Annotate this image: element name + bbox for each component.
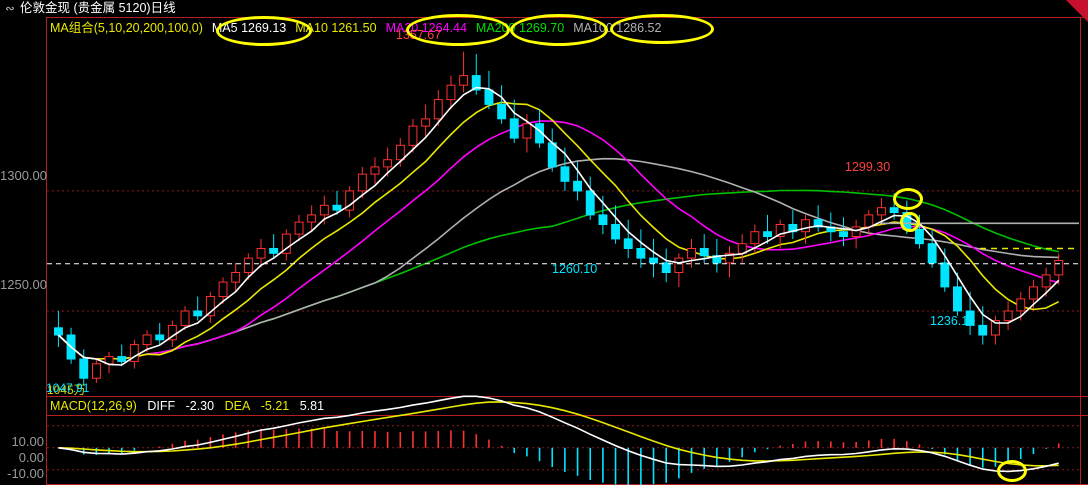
grid-lines: [47, 190, 1079, 312]
macd-histogram-value: 5.81: [299, 399, 325, 413]
macd-axis-label-0: 0.00: [18, 450, 44, 465]
crossover-circle-upper-highlight: [893, 188, 923, 210]
macd-diff-label: DIFF: [147, 399, 176, 413]
macd-diff-line: [58, 395, 1059, 473]
support-annotation: 1260.10: [552, 262, 598, 276]
macd-histogram: [70, 428, 1060, 485]
frame-right-border: [1080, 17, 1081, 485]
price-axis-label-1250: 1250.00: [0, 277, 47, 292]
macd-indicator-name[interactable]: MACD(12,26,9): [50, 399, 137, 413]
corner-marker-triangle: [1066, 0, 1088, 22]
ma-combo-label[interactable]: MA组合(5,10,20,200,100,0): [50, 21, 203, 35]
ma100-circle-highlight: [610, 14, 714, 44]
macd-dea-label: DEA: [224, 399, 251, 413]
volume-annotation-cyan: 1047.91: [46, 381, 90, 395]
macd-axis-label-neg10: -10.00: [7, 466, 44, 481]
window-title-bar: ∾ 伦敦金现 (贵金属 5120)日线: [0, 0, 1088, 17]
recent-high-annotation: 1299.30: [845, 160, 891, 174]
frame-left-border-sub: [46, 396, 47, 485]
candlestick-series: [54, 51, 1064, 386]
macd-dea-line: [58, 401, 1059, 467]
macd-legend: MACD(12,26,9) DIFF -2.30 DEA -5.21 5.81: [50, 399, 331, 414]
ma20-circle-highlight: [406, 14, 510, 46]
frame-left-border-main: [46, 17, 47, 397]
macd-crossover-circle-highlight: [997, 460, 1027, 482]
crossover-circle-lower-highlight: [900, 212, 920, 232]
ma10-value: 1261.50: [331, 21, 377, 35]
macd-grid-lines: [47, 425, 1079, 471]
macd-dea-value: -5.21: [260, 399, 290, 413]
recent-low-annotation: 1236.10: [930, 314, 976, 328]
ma200-circle-highlight: [510, 14, 608, 46]
ma5-line: [57, 86, 1060, 366]
panel-separator-top: [46, 396, 1088, 397]
panel-separator-bottom: [46, 415, 1088, 416]
macd-diff-value: -2.30: [185, 399, 215, 413]
macd-axis-label-10: 10.00: [11, 434, 44, 449]
price-axis-label-1300: 1300.00: [0, 168, 47, 183]
ma20-line: [57, 120, 1059, 360]
link-icon: ∾: [5, 3, 15, 15]
volume-annotation-yellow: 1045万: [47, 383, 86, 397]
window-title: 伦敦金现 (贵金属 5120)日线: [20, 1, 176, 15]
ma5-circle-highlight: [216, 16, 312, 46]
